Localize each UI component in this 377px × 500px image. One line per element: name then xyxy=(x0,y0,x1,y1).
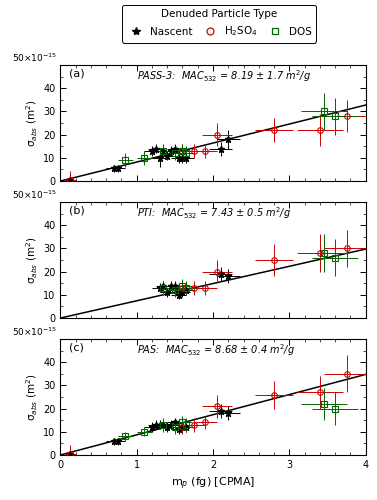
X-axis label: m$_p$ (fg) [CPMA]: m$_p$ (fg) [CPMA] xyxy=(171,476,255,492)
Text: $50{\times}10^{-15}$: $50{\times}10^{-15}$ xyxy=(12,326,57,338)
Legend: Nascent, H$_2$SO$_4$, DOS: Nascent, H$_2$SO$_4$, DOS xyxy=(122,5,316,43)
Text: (b): (b) xyxy=(69,206,85,216)
Y-axis label: σ$_{abs}$ (m$^2$): σ$_{abs}$ (m$^2$) xyxy=(25,236,40,284)
Y-axis label: σ$_{abs}$ (m$^2$): σ$_{abs}$ (m$^2$) xyxy=(25,374,40,420)
Text: (c): (c) xyxy=(69,342,84,352)
Text: PASS-3:  MAC$_{532}$ = 8.19 ± 1.7 m$^2$/g: PASS-3: MAC$_{532}$ = 8.19 ± 1.7 m$^2$/g xyxy=(136,68,311,84)
Text: $50{\times}10^{-15}$: $50{\times}10^{-15}$ xyxy=(12,52,57,64)
Text: PTI:  MAC$_{532}$ = 7.43 ± 0.5 m$^2$/g: PTI: MAC$_{532}$ = 7.43 ± 0.5 m$^2$/g xyxy=(136,206,291,221)
Y-axis label: σ$_{abs}$ (m$^2$): σ$_{abs}$ (m$^2$) xyxy=(25,100,40,146)
Text: PAS:  MAC$_{532}$ = 8.68 ± 0.4 m$^2$/g: PAS: MAC$_{532}$ = 8.68 ± 0.4 m$^2$/g xyxy=(136,342,294,358)
Text: (a): (a) xyxy=(69,68,85,78)
Text: $50{\times}10^{-15}$: $50{\times}10^{-15}$ xyxy=(12,188,57,201)
